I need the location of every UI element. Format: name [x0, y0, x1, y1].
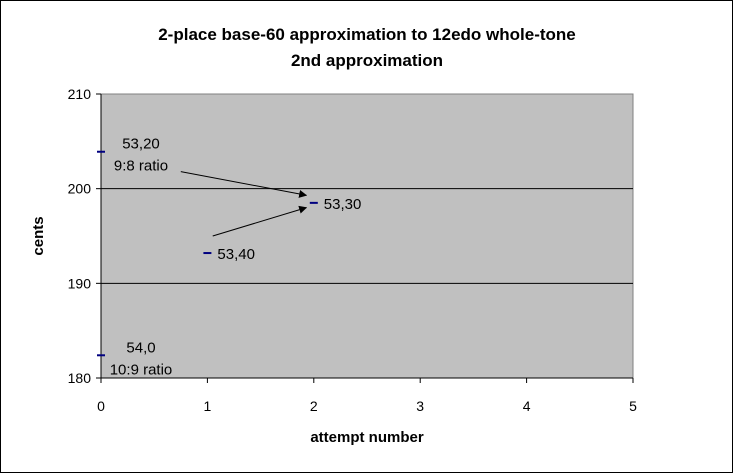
point-label: 54,0 [126, 339, 155, 356]
point-sublabel: 9:8 ratio [114, 158, 168, 175]
annotation-arrow [212, 205, 308, 237]
arrows-layer [180, 171, 308, 237]
x-tick-label: 1 [204, 398, 212, 414]
grid-layer [101, 188, 633, 284]
x-tick-label: 2 [310, 398, 318, 414]
y-tick-label: 190 [68, 275, 92, 291]
point-label: 53,40 [217, 246, 255, 263]
chart-subtitle: 2nd approximation [291, 51, 443, 70]
y-tick-label: 210 [68, 86, 92, 102]
point-label: 53,20 [122, 136, 160, 153]
ticks-layer: 180 190 200 210 0 1 2 3 4 5 [68, 86, 637, 414]
points-layer [97, 150, 318, 357]
x-axis-title: attempt number [310, 429, 424, 446]
y-axis-title: cents [30, 216, 47, 255]
axes-layer [100, 94, 633, 379]
annotation-arrow [180, 171, 308, 198]
x-tick-label: 4 [523, 398, 531, 414]
point-label: 53,30 [324, 196, 362, 213]
x-tick-label: 0 [97, 398, 105, 414]
plot-area [100, 93, 634, 379]
x-tick-label: 5 [629, 398, 637, 414]
y-tick-label: 200 [68, 181, 92, 197]
x-tick-label: 3 [416, 398, 424, 414]
labels-layer: 53,20 9:8 ratio 54,0 10:9 ratio 53,40 53,30 [110, 136, 362, 379]
y-tick-label: 180 [68, 370, 92, 386]
point-sublabel: 10:9 ratio [110, 361, 173, 378]
chart-title: 2-place base-60 approximation to 12edo w… [158, 25, 576, 44]
